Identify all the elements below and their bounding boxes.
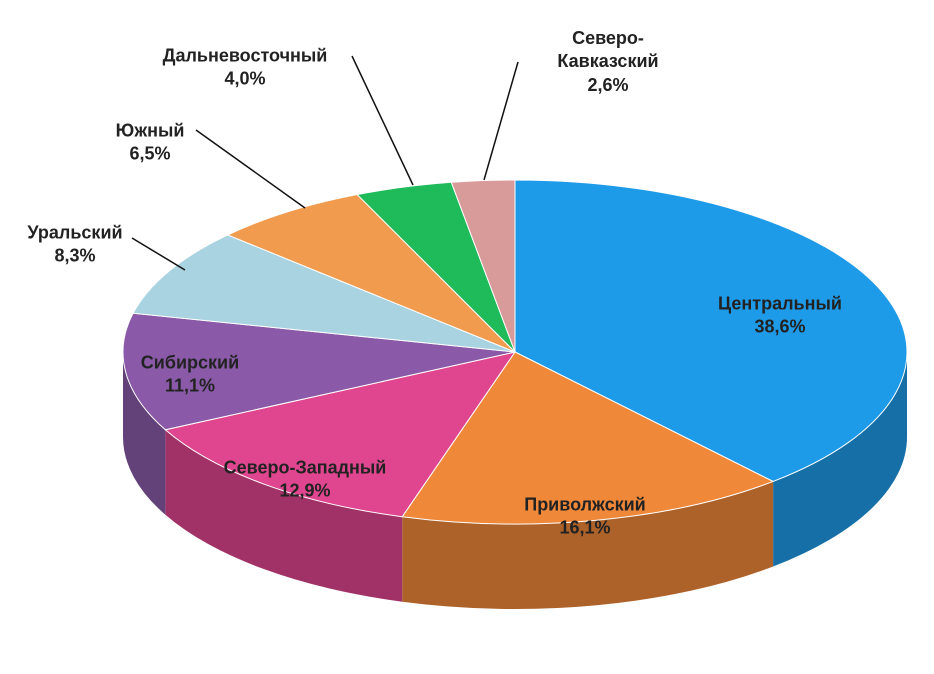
leader-line xyxy=(351,55,414,186)
slice xyxy=(401,351,775,525)
slice-value-label: 11,1% xyxy=(164,376,216,396)
leader-line xyxy=(195,129,306,209)
slice-category-label: Уральский xyxy=(27,222,123,243)
slice-label: Уральский 8,3% xyxy=(5,222,145,269)
slice-category-label: Центральный xyxy=(718,293,842,314)
slice-label: Северо-Кавказский 2,6% xyxy=(543,27,673,97)
slice-value-label: 8,3% xyxy=(54,246,96,266)
slice-side xyxy=(165,429,403,602)
leader-line xyxy=(483,61,519,181)
slice-value-label: 16,1% xyxy=(559,518,611,538)
slice-category-label: Приволжский xyxy=(524,494,646,515)
slice xyxy=(514,179,908,483)
slice-value-label: 38,6% xyxy=(754,317,806,337)
slice-value-label: 12,9% xyxy=(279,481,331,501)
slice-category-label: Северо-Западный xyxy=(223,457,387,478)
pie-tops xyxy=(122,179,908,525)
slice xyxy=(164,351,517,518)
slice-label: Сибирский 11,1% xyxy=(115,352,265,399)
slice-side xyxy=(402,481,774,609)
slice-value-label: 4,0% xyxy=(224,69,266,89)
slice-side xyxy=(773,352,907,567)
slice xyxy=(132,234,516,353)
slice xyxy=(226,194,516,353)
slice-category-label: Сибирский xyxy=(140,352,240,373)
slice-category-label: Южный xyxy=(115,120,185,141)
pie-sides xyxy=(123,352,907,609)
leader-line xyxy=(131,237,186,271)
slice-label: Северо-Западный 12,9% xyxy=(185,457,425,504)
slice-label: Южный 6,5% xyxy=(90,120,210,167)
slice-label: Центральный 38,6% xyxy=(680,293,880,340)
slice-category-label: Северо-Кавказский xyxy=(557,27,659,72)
slice-value-label: 6,5% xyxy=(129,144,171,164)
slice-category-label: Дальневосточный xyxy=(162,45,328,66)
slice-label: Приволжский 16,1% xyxy=(485,494,685,541)
slice-label: Дальневосточный 4,0% xyxy=(135,45,355,92)
slice xyxy=(450,179,516,353)
slice-value-label: 2,6% xyxy=(587,74,629,95)
